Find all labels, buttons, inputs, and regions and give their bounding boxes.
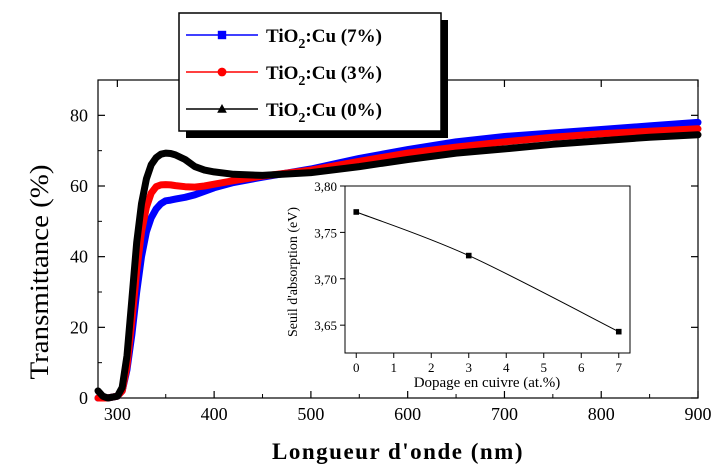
main-y-tick-label: 0	[79, 388, 88, 408]
legend-label-1: TiO2:Cu (3%)	[266, 63, 382, 89]
main-x-tick-label: 800	[588, 404, 615, 424]
main-y-tick-label: 40	[70, 247, 88, 267]
inset-y-tick-label: 3,70	[314, 272, 337, 287]
inset-data-point	[353, 209, 360, 215]
inset-x-tick-label: 4	[503, 360, 510, 375]
main-x-tick-label: 600	[394, 404, 421, 424]
legend-marker-0	[217, 30, 227, 40]
main-x-tick-label: 500	[297, 404, 324, 424]
inset-chart: 0 1 2 3 4 5 6 7 3,65 3,70 3,75 3,80 Dopage en cuivr…	[286, 179, 631, 391]
main-y-axis-label: Transmittance (%)	[25, 165, 54, 380]
legend: TiO2:Cu (7%) TiO2:Cu (3%) TiO2:Cu (0%)	[178, 12, 448, 138]
main-x-tick-label: 400	[201, 404, 228, 424]
legend-label-0: TiO2:Cu (7%)	[266, 26, 382, 52]
inset-y-tick-label: 3,80	[314, 179, 337, 194]
inset-x-tick-label: 7	[616, 360, 623, 375]
inset-x-tick-label: 3	[466, 360, 473, 375]
main-x-tick-label: 700	[491, 404, 518, 424]
inset-data-point	[465, 252, 472, 259]
series-line-2	[94, 131, 702, 402]
inset-y-axis-label: Seuil d'absorption (eV)	[286, 207, 301, 337]
main-x-axis-label: Longueur d'onde (nm)	[272, 439, 524, 464]
main-y-tick-label: 60	[70, 176, 88, 196]
inset-y-tick-label: 3,75	[314, 225, 337, 240]
main-y-tick-label: 80	[70, 105, 88, 125]
inset-x-tick-label: 0	[353, 360, 360, 375]
inset-x-tick-label: 2	[428, 360, 435, 375]
inset-data-point	[615, 328, 622, 335]
inset-y-tick-label: 3,65	[314, 318, 337, 333]
inset-plot-frame	[344, 185, 631, 354]
main-x-tick-label: 900	[685, 404, 712, 424]
main-y-tick-label: 20	[70, 317, 88, 337]
legend-label-2: TiO2:Cu (0%)	[266, 100, 382, 126]
legend-marker-2	[217, 103, 227, 113]
inset-x-tick-label: 6	[578, 360, 585, 375]
legend-marker-1	[217, 67, 227, 77]
inset-x-axis-label: Dopage en cuivre (at.%)	[414, 375, 561, 391]
main-x-tick-label: 300	[104, 404, 131, 424]
inset-x-tick-label: 1	[391, 360, 398, 375]
inset-x-tick-label: 5	[541, 360, 548, 375]
